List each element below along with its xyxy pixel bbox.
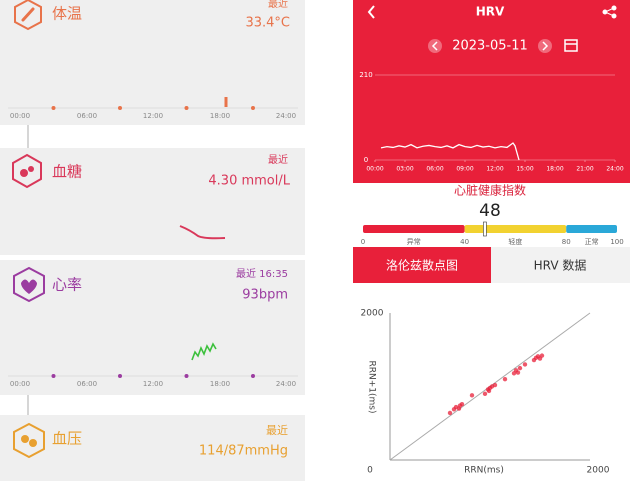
- icon-temperature: [14, 0, 42, 31]
- card-value: 4.30 mmol/L: [208, 174, 290, 189]
- card-temperature[interactable]: [0, 0, 305, 125]
- index-zone: [363, 225, 465, 233]
- x-tick-label: 24:00: [606, 166, 623, 173]
- axis-limit: 2000: [361, 309, 384, 319]
- time-label: 24:00: [276, 112, 296, 120]
- hrv-title: HRV: [476, 5, 505, 19]
- axis-limit: 0: [367, 466, 373, 476]
- time-label: 06:00: [77, 112, 97, 120]
- scatter-point: [486, 388, 492, 394]
- back-button[interactable]: [367, 5, 375, 19]
- index-zone: [566, 225, 617, 233]
- card-title: 血压: [52, 430, 82, 448]
- scatter-point: [517, 365, 523, 371]
- scatter-point: [447, 410, 453, 416]
- x-tick-label: 09:00: [456, 166, 473, 173]
- zone-label: 异常: [407, 237, 421, 246]
- time-label: 18:00: [210, 112, 230, 120]
- x-tick-label: 21:00: [576, 166, 593, 173]
- scatter-point: [539, 353, 545, 358]
- tick-label: 40: [460, 238, 469, 246]
- x-tick-label: 15:00: [516, 166, 533, 173]
- hrv-header: [353, 0, 630, 183]
- glucose-trend: [179, 225, 226, 240]
- index-zone: [464, 225, 567, 233]
- axis-dot: [251, 106, 255, 110]
- time-label: 12:00: [143, 112, 163, 120]
- time-label: 24:00: [276, 380, 296, 388]
- card-title: 体温: [52, 5, 82, 23]
- index-title: 心脏健康指数: [454, 183, 526, 198]
- card-glucose[interactable]: [0, 148, 305, 255]
- card-value: 93bpm: [242, 288, 288, 303]
- x-tick-label: 12:00: [486, 166, 503, 173]
- time-label: 18:00: [210, 380, 230, 388]
- next-date[interactable]: [538, 39, 552, 53]
- axis-dot: [184, 106, 189, 110]
- date: 2023-05-11: [452, 39, 528, 54]
- time-label: 00:00: [10, 380, 30, 388]
- scatter-point: [502, 376, 508, 382]
- scatter-point: [522, 362, 528, 367]
- heart-rate-trend: [191, 342, 217, 361]
- card-latest: 最近: [266, 424, 288, 437]
- scatter-point: [515, 370, 521, 375]
- axis-dot: [51, 106, 56, 110]
- y-tick-label: 0: [364, 156, 368, 164]
- tab-lorenz[interactable]: [353, 247, 491, 283]
- card-value: 114/87mmHg: [199, 444, 288, 459]
- x-tick-label: 18:00: [546, 166, 563, 173]
- axis-dot: [118, 106, 122, 110]
- zone-label: 轻度: [508, 237, 522, 246]
- card-blood-pressure[interactable]: [0, 415, 305, 481]
- index-value: 48: [479, 201, 501, 221]
- tab-label: HRV 数据: [534, 258, 587, 273]
- icon-blood-pressure: [13, 422, 45, 459]
- card-title: 心率: [52, 276, 82, 294]
- scatter-point: [492, 382, 498, 388]
- card-value: 33.4°C: [245, 16, 290, 31]
- tick-label: 100: [610, 238, 623, 246]
- icon-heart-rate: [13, 266, 45, 303]
- card-latest: 最近: [268, 153, 288, 166]
- share-button[interactable]: [602, 5, 617, 19]
- y-tick-label: 210: [359, 71, 372, 79]
- tab-label: 洛伦兹散点图: [386, 258, 458, 273]
- prev-date[interactable]: [428, 39, 442, 53]
- axis-dot: [51, 374, 56, 378]
- axis-limit: 2000: [587, 466, 610, 476]
- scatter-point: [459, 401, 465, 407]
- scatter-point: [482, 391, 488, 397]
- card-title: 血糖: [52, 163, 82, 181]
- x-axis-label: RRN(ms): [464, 466, 504, 476]
- tick-label: 0: [361, 238, 365, 246]
- time-label: 12:00: [143, 380, 163, 388]
- time-label: 00:00: [10, 112, 30, 120]
- axis-dot: [184, 374, 189, 378]
- axis-dot: [118, 374, 122, 378]
- calendar-button[interactable]: [564, 39, 578, 52]
- card-latest: 最近 16:35: [236, 267, 288, 280]
- y-axis-label: RRN+1(ms): [367, 361, 377, 414]
- tab-hrv-data[interactable]: [491, 247, 630, 283]
- card-heart-rate[interactable]: [0, 260, 305, 395]
- icon-glucose: [12, 153, 42, 189]
- index-pointer: [483, 221, 487, 237]
- card-latest: 最近: [268, 0, 288, 10]
- x-tick-label: 03:00: [396, 166, 413, 173]
- hrv-line: [380, 142, 520, 161]
- zone-label: 正常: [585, 237, 599, 246]
- axis-dot: [251, 374, 255, 378]
- x-tick-label: 00:00: [366, 166, 383, 173]
- tick-label: 80: [562, 238, 571, 246]
- x-tick-label: 06:00: [426, 166, 443, 173]
- scatter-point: [469, 393, 475, 398]
- time-label: 06:00: [77, 380, 97, 388]
